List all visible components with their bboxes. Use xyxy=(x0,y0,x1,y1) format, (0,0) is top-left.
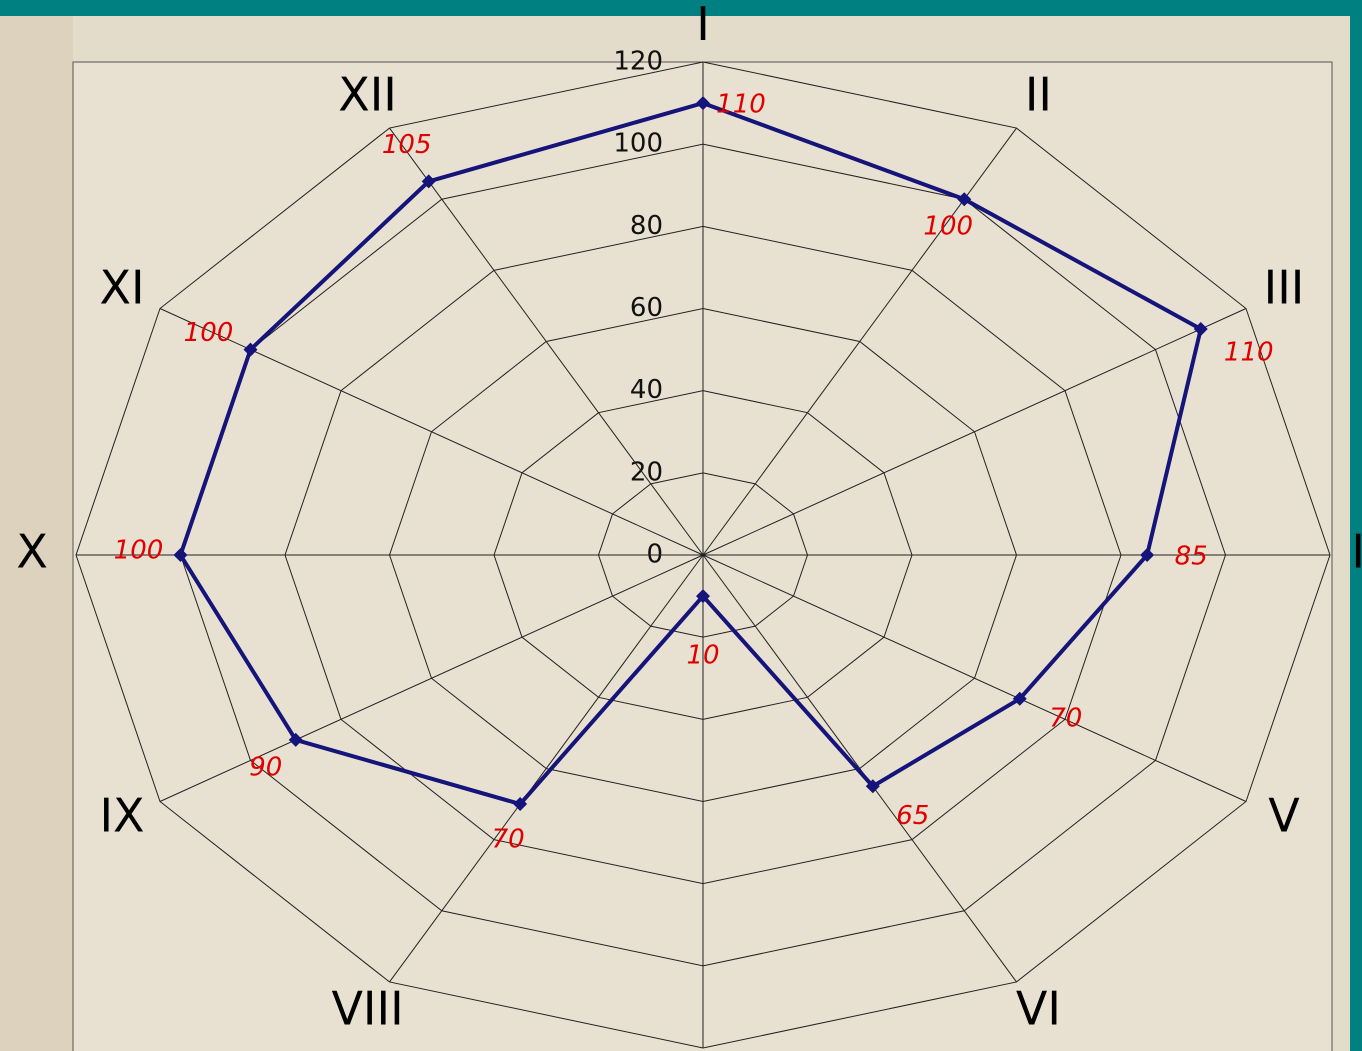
data-label: 100 xyxy=(114,536,164,566)
marker xyxy=(1193,322,1208,337)
r-tick-label: 120 xyxy=(613,47,663,77)
marker xyxy=(957,192,972,207)
marker xyxy=(513,797,528,812)
left-strip xyxy=(0,16,73,1051)
r-tick-label: 100 xyxy=(613,129,663,159)
r-tick-label: 40 xyxy=(630,375,663,405)
spoke xyxy=(702,308,1247,556)
marker xyxy=(865,779,880,794)
marker xyxy=(421,174,436,189)
marker xyxy=(243,342,258,357)
data-label: 10 xyxy=(686,641,719,671)
r-tick-label: 80 xyxy=(630,211,663,241)
marker xyxy=(696,589,710,604)
category-label: II xyxy=(1025,68,1052,122)
marker xyxy=(696,96,710,111)
category-label: XII xyxy=(338,68,397,122)
spoke xyxy=(389,554,704,983)
data-label: 100 xyxy=(184,318,234,348)
spoke xyxy=(702,554,1247,802)
category-label: IX xyxy=(99,788,144,842)
category-label: V xyxy=(1268,788,1300,842)
category-label: III xyxy=(1264,261,1305,315)
r-tick-label: 60 xyxy=(630,293,663,323)
data-label: 90 xyxy=(249,752,282,782)
spoke xyxy=(159,554,704,802)
data-label: 70 xyxy=(492,825,525,855)
marker xyxy=(1140,548,1155,562)
data-label: 105 xyxy=(382,130,432,160)
category-label: I xyxy=(696,0,710,51)
category-label: XI xyxy=(99,261,144,315)
marker xyxy=(1012,691,1027,706)
marker xyxy=(173,548,188,562)
category-label: X xyxy=(16,525,48,579)
category-label: IV xyxy=(1351,525,1362,579)
data-label: 110 xyxy=(1224,338,1274,368)
data-label: 110 xyxy=(716,90,766,120)
category-label: VIII xyxy=(331,981,403,1035)
data-label: 85 xyxy=(1175,542,1208,572)
data-label: 65 xyxy=(896,801,929,831)
spoke xyxy=(389,127,704,556)
category-label: VI xyxy=(1016,981,1061,1035)
data-label: 100 xyxy=(923,212,973,242)
spoke xyxy=(702,554,1017,983)
marker xyxy=(288,732,303,747)
data-label: 70 xyxy=(1049,703,1082,733)
